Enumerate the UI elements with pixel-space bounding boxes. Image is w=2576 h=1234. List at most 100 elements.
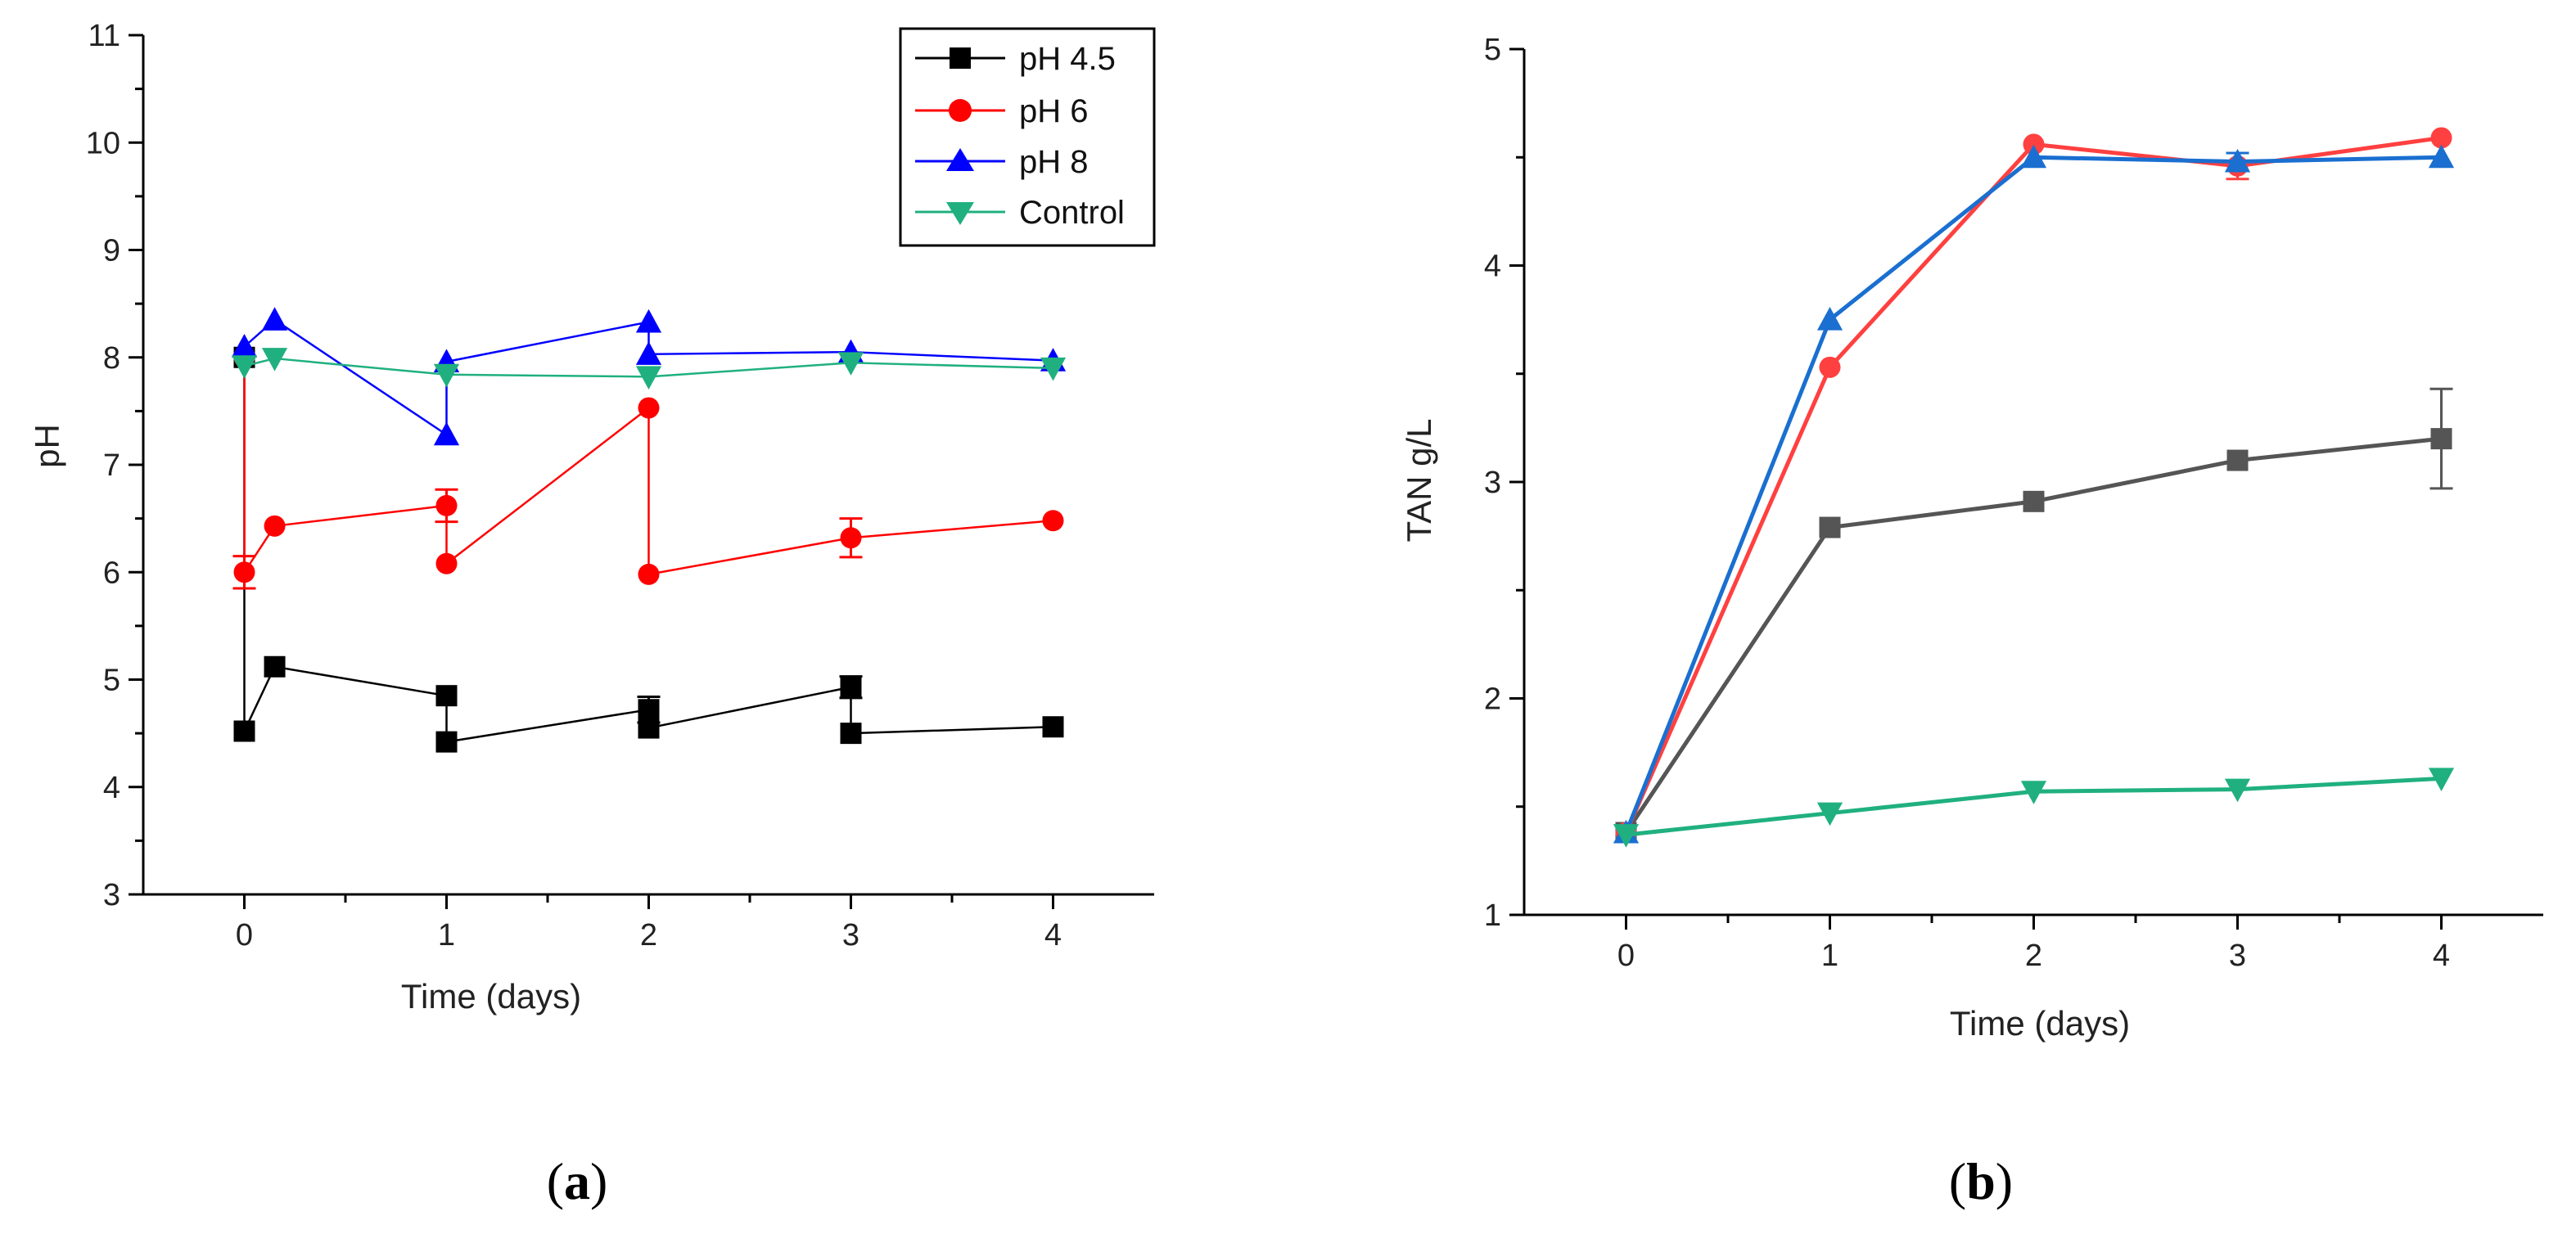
panel-a-y-tick-label: 10 xyxy=(86,126,120,160)
legend-box xyxy=(899,27,1156,247)
panel-a-point-ph45 xyxy=(435,685,458,707)
panel-b-y-tick-label: 3 xyxy=(1484,466,1501,500)
panel-b-y-tick-label: 4 xyxy=(1484,250,1501,284)
legend-marker-triangle-down xyxy=(946,202,974,225)
panel-b-point-control xyxy=(2020,781,2047,804)
panel-a-series-line-ph45 xyxy=(243,357,1053,743)
panel-b-point-control xyxy=(2224,778,2251,803)
panel-b-y-tick-label: 2 xyxy=(1484,682,1501,717)
panel-b-point-control xyxy=(2428,768,2455,791)
panel-a-point-ph6 xyxy=(840,527,862,549)
legend-marker-circle xyxy=(949,99,972,122)
panel-a-caption-close: ) xyxy=(590,1152,607,1210)
legend-item-control: Control xyxy=(915,195,1125,231)
panel-a-y-axis-title: pH xyxy=(28,424,66,468)
panel-b-point-ph6 xyxy=(2023,133,2045,155)
panel-a-point-ph8 xyxy=(635,308,662,333)
panel-b-x-tick-label: 1 xyxy=(1821,939,1838,973)
legend-label-ph45: pH 4.5 xyxy=(1019,41,1116,77)
panel-a-point-ph45 xyxy=(638,699,660,721)
legend-item-ph45: pH 4.5 xyxy=(915,41,1116,77)
panel-a-point-ph45 xyxy=(1042,716,1064,738)
panel-a-chart: 0 1 2 3 4 3 4 5 6 7 8 9 10 11 Time (days) pH pH 4.5 p… xyxy=(28,19,1156,1210)
panel-b-x-tick-label: 3 xyxy=(2229,939,2246,973)
panel-a-point-ph45 xyxy=(435,731,458,753)
panel-a-point-ph45 xyxy=(233,720,255,742)
panel-a-point-ph6 xyxy=(638,563,660,585)
panel-b-x-tick-label: 4 xyxy=(2433,939,2450,973)
legend-label-ph8: pH 8 xyxy=(1019,144,1089,180)
panel-a-point-control xyxy=(433,363,460,388)
panel-b-point-ph45 xyxy=(1819,516,1841,538)
panel-b-caption-open: ( xyxy=(1949,1152,1966,1210)
panel-b-chart: 0 1 2 3 4 1 2 3 4 5 Time (days) TAN g/L (b) xyxy=(1400,33,2543,1210)
panel-b-series-line-ph6 xyxy=(1624,135,2442,834)
panel-a-point-ph45 xyxy=(264,655,286,678)
legend: pH 4.5 pH 6 pH 8 Control xyxy=(899,27,1156,247)
panel-a-x-tick-label: 0 xyxy=(236,918,253,953)
panel-a-x-tick-label: 2 xyxy=(640,918,657,953)
legend-item-ph6: pH 6 xyxy=(915,93,1089,129)
panel-b-point-ph8 xyxy=(2224,148,2251,173)
legend-item-ph8: pH 8 xyxy=(915,144,1089,180)
panel-a-y-tick-label: 3 xyxy=(103,878,120,912)
panel-a-point-ph8 xyxy=(231,334,258,358)
panel-a-series-line-ph8 xyxy=(243,318,1053,436)
legend-marker-square xyxy=(950,47,971,69)
panel-a-y-tick-label: 6 xyxy=(103,556,120,590)
panel-a-point-control xyxy=(635,366,662,390)
panel-a-axes: 0 1 2 3 4 3 4 5 6 7 8 9 10 11 xyxy=(86,19,1154,953)
legend-label-ph6: pH 6 xyxy=(1019,93,1089,129)
panel-b-y-tick-label: 1 xyxy=(1484,898,1501,933)
panel-b-point-ph45 xyxy=(2023,490,2045,512)
panel-b-x-tick-label: 2 xyxy=(2025,939,2042,973)
panel-b-axes: 0 1 2 3 4 1 2 3 4 5 xyxy=(1484,33,2543,973)
panel-b-point-ph8 xyxy=(1816,307,1843,331)
panel-a-point-ph6 xyxy=(435,552,458,574)
panel-b-point-control xyxy=(1816,802,1843,826)
panel-a-caption: (a) xyxy=(547,1152,608,1210)
panel-b-point-ph8 xyxy=(2020,144,2047,169)
panel-b-point-ph45 xyxy=(2430,428,2452,450)
panel-a-x-tick-label: 3 xyxy=(842,918,859,953)
panel-a-point-ph45 xyxy=(638,717,660,739)
panel-a-series-line-ph6 xyxy=(243,357,1053,576)
panel-a-point-control xyxy=(261,348,288,372)
panel-a-point-ph6 xyxy=(1042,510,1064,532)
panel-a-point-ph6 xyxy=(435,494,458,516)
panel-a-point-ph6 xyxy=(233,561,255,583)
panel-b-plot-area xyxy=(1613,127,2455,848)
panel-a-point-ph45 xyxy=(840,723,862,745)
panel-a-x-tick-label: 1 xyxy=(438,918,455,953)
panel-a-y-tick-label: 9 xyxy=(103,234,120,268)
panel-a-point-control xyxy=(231,355,258,379)
panel-a-x-tick-label: 4 xyxy=(1044,918,1062,953)
panel-b-point-control xyxy=(1613,824,1640,848)
panel-b-caption-letter: b xyxy=(1966,1152,1996,1210)
panel-a-caption-open: ( xyxy=(547,1152,564,1210)
panel-b-point-ph45 xyxy=(2226,449,2249,471)
panel-a-point-control xyxy=(1040,357,1067,381)
panel-a-y-tick-label: 4 xyxy=(103,771,120,805)
panel-b-x-tick-label: 0 xyxy=(1617,939,1635,973)
panel-b-y-tick-label: 5 xyxy=(1484,33,1501,67)
panel-a-y-tick-label: 5 xyxy=(103,664,120,698)
panel-b-point-ph6 xyxy=(1819,356,1841,378)
panel-a-y-tick-label: 8 xyxy=(103,341,120,376)
panel-b-x-axis-title: Time (days) xyxy=(1950,1004,2130,1043)
panel-b-point-ph8 xyxy=(2428,144,2455,169)
panel-b-caption-close: ) xyxy=(1996,1152,2013,1210)
panel-a-point-ph8 xyxy=(433,421,460,446)
panel-a-caption-letter: a xyxy=(564,1152,590,1210)
legend-label-control: Control xyxy=(1019,195,1125,231)
panel-a-y-tick-label: 11 xyxy=(88,19,120,53)
panel-a-point-ph8 xyxy=(635,341,662,365)
panel-a-point-ph45 xyxy=(840,676,862,698)
panel-b-caption: (b) xyxy=(1949,1152,2013,1210)
panel-a-point-control xyxy=(837,352,864,376)
panel-a-point-ph6 xyxy=(264,515,286,537)
panel-a-point-ph6 xyxy=(638,397,660,419)
panel-b-point-ph6 xyxy=(2430,127,2452,149)
panel-a-point-ph8 xyxy=(261,307,288,331)
